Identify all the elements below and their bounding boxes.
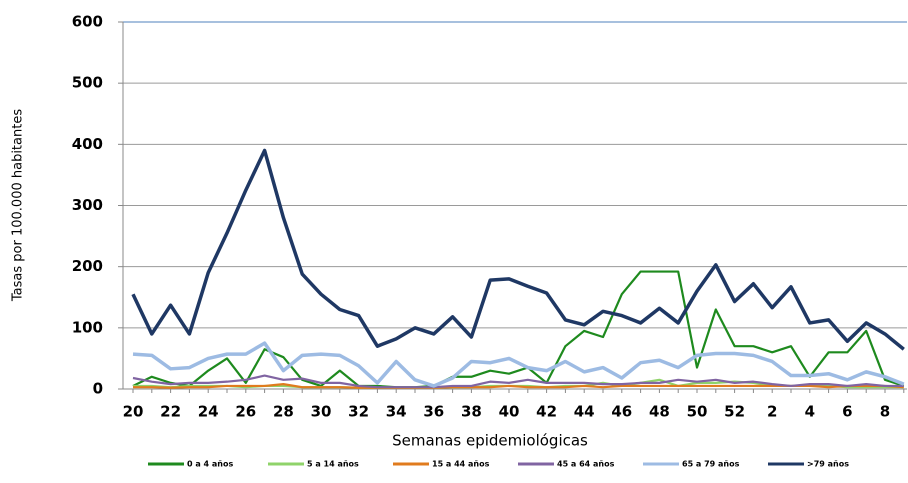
y-axis-label: Tasas por 100.000 habitantes: [11, 109, 26, 302]
x-tick-label: 24: [198, 403, 219, 421]
y-tick-label: 400: [72, 135, 103, 153]
x-tick-label: 46: [611, 403, 632, 421]
x-tick-label: 6: [842, 403, 852, 421]
y-tick-label: 300: [72, 196, 103, 214]
series-line: [133, 383, 904, 389]
x-tick-label: 22: [160, 403, 181, 421]
x-tick-label: 48: [649, 403, 670, 421]
x-tick-label: 26: [235, 403, 256, 421]
legend-label: 65 a 79 años: [682, 460, 740, 469]
x-tick-label: 8: [880, 403, 890, 421]
series-line: [132, 341, 905, 388]
series-line: [132, 374, 904, 389]
legend-label: 15 a 44 años: [432, 460, 490, 469]
x-tick-label: 30: [311, 403, 332, 421]
x-tick-label: 20: [123, 403, 144, 421]
series-line: [132, 270, 905, 389]
x-tick-label: 44: [574, 403, 595, 421]
x-tick-label: 52: [724, 403, 745, 421]
x-tick-label: 38: [461, 403, 482, 421]
x-axis-label: Semanas epidemiológicas: [392, 432, 588, 450]
legend-label: 45 a 64 años: [557, 460, 615, 469]
x-tick-label: 34: [386, 403, 407, 421]
x-tick-label: 32: [348, 403, 369, 421]
x-tick-label: 4: [805, 403, 815, 421]
x-tick-label: 28: [273, 403, 294, 421]
legend-label: 0 a 4 años: [187, 460, 233, 469]
legend-label: 5 a 14 años: [307, 460, 359, 469]
legend-label: >79 años: [807, 460, 849, 469]
x-tick-label: 40: [499, 403, 520, 421]
x-tick-label: 36: [423, 403, 444, 421]
x-tick-label: 2: [767, 403, 777, 421]
series-line: [131, 148, 905, 351]
y-tick-label: 200: [72, 257, 103, 275]
y-tick-label: 100: [72, 318, 103, 336]
y-tick-label: 500: [72, 74, 103, 92]
y-tick-label: 0: [93, 380, 103, 398]
y-tick-label: 600: [72, 13, 103, 31]
x-tick-label: 42: [536, 403, 557, 421]
x-tick-label: 50: [687, 403, 708, 421]
